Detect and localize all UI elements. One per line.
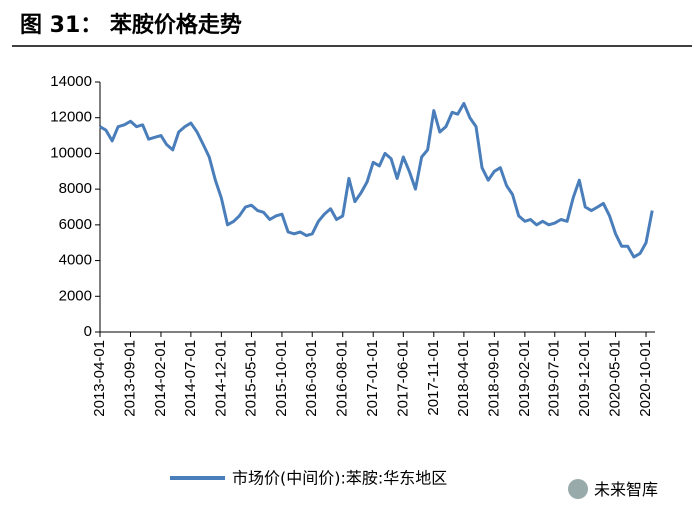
x-tick-label: 2019-12-01 <box>576 340 593 417</box>
y-tick-label: 0 <box>84 323 92 340</box>
x-tick-label: 2016-08-01 <box>334 340 351 417</box>
x-tick-label: 2017-06-01 <box>394 340 411 417</box>
x-tick-label: 2015-05-01 <box>242 340 259 417</box>
x-tick-label: 2017-01-01 <box>364 340 381 417</box>
x-tick-label: 2014-02-01 <box>152 340 169 417</box>
x-tick-label: 2019-02-01 <box>516 340 533 417</box>
watermark-icon <box>568 479 588 499</box>
x-tick-label: 2020-10-01 <box>637 340 654 417</box>
x-tick-label: 2014-07-01 <box>182 340 199 417</box>
legend-label: 市场价(中间价):苯胺:华东地区 <box>232 469 447 488</box>
x-tick-label: 2013-04-01 <box>91 340 108 417</box>
x-tick-label: 2017-11-01 <box>425 340 442 416</box>
y-tick-label: 10000 <box>50 144 92 161</box>
y-tick-label: 14000 <box>50 73 92 90</box>
y-tick-label: 4000 <box>59 252 92 269</box>
chart-title: 图 31： 苯胺价格走势 <box>20 12 242 38</box>
x-tick-label: 2020-05-01 <box>607 340 624 417</box>
line-series <box>99 101 654 259</box>
x-tick-label: 2019-07-01 <box>546 340 563 417</box>
x-tick-label: 2013-09-01 <box>121 340 138 417</box>
x-tick-label: 2016-03-01 <box>303 340 320 417</box>
x-tick-label: 2015-10-01 <box>273 340 290 417</box>
watermark: 未来智库 <box>594 480 658 499</box>
x-tick-label: 2018-04-01 <box>455 340 472 417</box>
y-tick-label: 2000 <box>59 287 92 304</box>
x-tick-label: 2014-12-01 <box>212 340 229 417</box>
y-tick-label: 12000 <box>50 109 92 126</box>
x-tick-label: 2018-09-01 <box>485 340 502 417</box>
y-tick-label: 8000 <box>59 180 92 197</box>
y-tick-label: 6000 <box>59 216 92 233</box>
